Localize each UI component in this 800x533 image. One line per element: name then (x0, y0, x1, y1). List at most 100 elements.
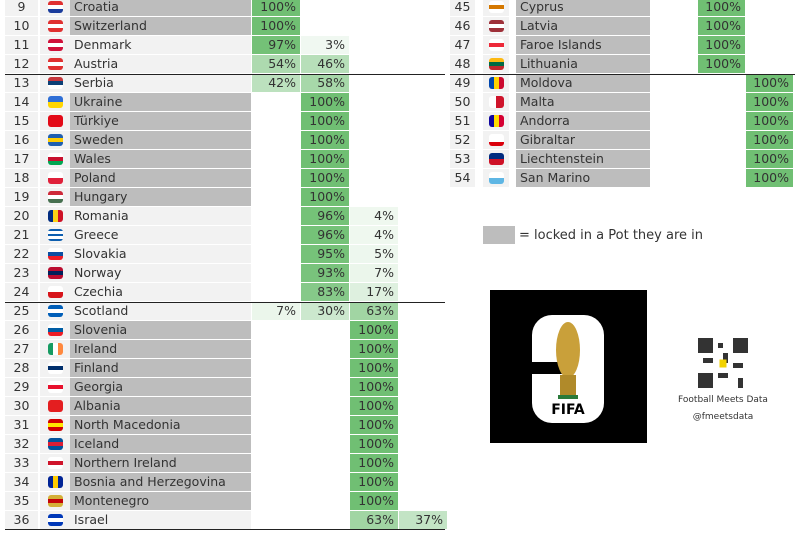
rank: 49 (450, 74, 475, 92)
country-name: Austria (70, 55, 251, 73)
probability-cell: 7% (252, 302, 300, 320)
flag-cell (40, 131, 70, 149)
flag-cell (483, 17, 509, 35)
rank: 47 (450, 36, 475, 54)
probability-cell: 100% (301, 150, 349, 168)
flag-cell (40, 492, 70, 510)
rank: 36 (5, 511, 38, 529)
flag-cell (40, 17, 70, 35)
rank: 27 (5, 340, 38, 358)
rank: 25 (5, 302, 38, 320)
table-row: 14 Ukraine 100% (0, 93, 800, 111)
country-name: Bosnia and Herzegovina (70, 473, 251, 491)
rank: 30 (5, 397, 38, 415)
country-name: Norway (70, 264, 251, 282)
table-row: 24 Czechia 83% 17% (0, 283, 800, 301)
probability-cell: 30% (301, 302, 349, 320)
probability-cell: 100% (350, 340, 398, 358)
table-row: 47 Faroe Islands 100% (0, 36, 800, 54)
country-name: Northern Ireland (70, 454, 251, 472)
country-name: North Macedonia (70, 416, 251, 434)
legend-text: = locked in a Pot they are in (519, 227, 703, 243)
georgia-flag-icon (47, 381, 63, 393)
rank: 54 (450, 169, 475, 187)
hungary-flag-icon (47, 191, 63, 203)
table-row: 36 Israel 63% 37% (0, 511, 800, 529)
probability-cell: 58% (301, 74, 349, 92)
flag-cell (40, 454, 70, 472)
table-row: 11 Denmark 97% 3% (0, 36, 800, 54)
credit-name: Football Meets Data (678, 395, 768, 405)
probability-cell: 63% (350, 302, 398, 320)
serbia-flag-icon (47, 77, 63, 89)
flag-cell (40, 511, 70, 529)
country-name: San Marino (516, 169, 650, 187)
ireland-flag-icon (47, 343, 63, 355)
country-name: Türkiye (70, 112, 251, 130)
flag-cell (40, 169, 70, 187)
table-row: 49 Moldova 100% (0, 74, 800, 92)
table-row: 34 Bosnia and Herzegovina 100% (0, 473, 800, 491)
rank: 33 (5, 454, 38, 472)
probability-cell: 100% (698, 0, 745, 16)
country-name: Greece (70, 226, 251, 244)
flag-cell (40, 55, 70, 73)
flag-cell (40, 416, 70, 434)
flag-cell (483, 112, 509, 130)
rank: 46 (450, 17, 475, 35)
probability-cell: 100% (746, 93, 793, 111)
table-row: 23 Norway 93% 7% (0, 264, 800, 282)
table-row: 45 Cyprus 100% (0, 0, 800, 16)
bosnia-and-herzegovina-flag-icon (47, 476, 63, 488)
country-name: Georgia (70, 378, 251, 396)
rank: 19 (5, 188, 38, 206)
pot-divider (450, 74, 795, 75)
country-name: Wales (70, 150, 251, 168)
country-name: Finland (70, 359, 251, 377)
country-name: Ukraine (70, 93, 251, 111)
flag-cell (40, 0, 70, 16)
wales-flag-icon (47, 153, 63, 165)
probability-cell: 100% (698, 36, 745, 54)
rank: 52 (450, 131, 475, 149)
probability-cell: 5% (350, 245, 398, 263)
probability-cell: 37% (399, 511, 447, 529)
table-row: 48 Lithuania 100% (0, 55, 800, 73)
probability-cell: 100% (350, 435, 398, 453)
probability-cell: 96% (301, 226, 349, 244)
moldova-flag-icon (488, 77, 504, 89)
rank: 21 (5, 226, 38, 244)
probability-cell: 100% (350, 321, 398, 339)
rank: 11 (5, 36, 38, 54)
country-name: Liechtenstein (516, 150, 650, 168)
liechtenstein-flag-icon (488, 153, 504, 165)
san-marino-flag-icon (488, 172, 504, 184)
rank: 13 (5, 74, 38, 92)
country-name: Denmark (70, 36, 251, 54)
country-name: Lithuania (516, 55, 650, 73)
table-row: 33 Northern Ireland 100% (0, 454, 800, 472)
flag-cell (40, 150, 70, 168)
gibraltar-flag-icon (488, 134, 504, 146)
country-name: Iceland (70, 435, 251, 453)
table-row: 19 Hungary 100% (0, 188, 800, 206)
probability-cell: 100% (350, 416, 398, 434)
country-name: Czechia (70, 283, 251, 301)
iceland-flag-icon (47, 438, 63, 450)
table-row: 54 San Marino 100% (0, 169, 800, 187)
denmark-flag-icon (47, 39, 63, 51)
table-row: 50 Malta 100% (0, 93, 800, 111)
country-name: Sweden (70, 131, 251, 149)
probability-cell: 97% (252, 36, 300, 54)
switzerland-flag-icon (47, 20, 63, 32)
probability-cell: 100% (746, 74, 793, 92)
rank: 9 (5, 0, 38, 16)
probability-cell: 100% (350, 378, 398, 396)
rank: 20 (5, 207, 38, 225)
flag-cell (40, 435, 70, 453)
rank: 15 (5, 112, 38, 130)
probability-cell: 96% (301, 207, 349, 225)
rank: 22 (5, 245, 38, 263)
flag-cell (40, 340, 70, 358)
austria-flag-icon (47, 58, 63, 70)
